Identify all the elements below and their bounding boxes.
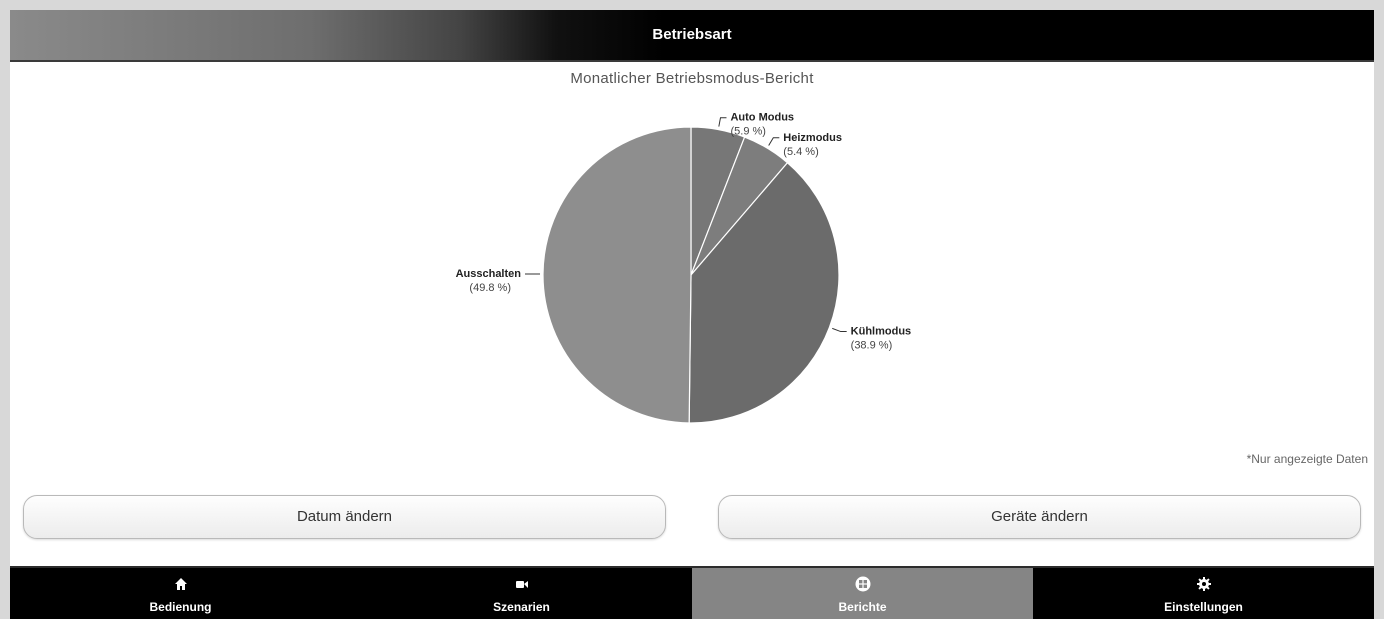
tab-berichte[interactable]: Berichte — [692, 568, 1033, 619]
pie-slice-3 — [543, 127, 691, 423]
change-devices-button[interactable]: Geräte ändern — [718, 495, 1361, 539]
slice-label-2: Kühlmodus — [851, 326, 912, 338]
tab-label: Berichte — [692, 600, 1033, 614]
tab-bedienung[interactable]: Bedienung — [10, 568, 351, 619]
change-date-button[interactable]: Datum ändern — [23, 495, 666, 539]
tab-einstellungen[interactable]: Einstellungen — [1033, 568, 1374, 619]
pie-chart: Auto Modus (5.9 %) Heizmodus (5.4 %) Kühlmod… — [10, 10, 1374, 450]
leader-line-2 — [832, 328, 846, 331]
tab-szenarien[interactable]: Szenarien — [351, 568, 692, 619]
slice-percent-0: (5.9 %) — [730, 126, 765, 138]
slice-label-1: Heizmodus — [783, 132, 842, 144]
leader-line-1 — [769, 138, 780, 146]
slice-label-3: Ausschalten — [456, 268, 522, 280]
data-note: *Nur angezeigte Daten — [1247, 452, 1368, 466]
tab-bar: Bedienung Szenarien Berichte — [10, 566, 1374, 619]
app-frame: Betriebsart Monatlicher Betriebsmodus-Be… — [10, 10, 1374, 619]
tab-label: Einstellungen — [1033, 600, 1374, 614]
tab-label: Bedienung — [10, 600, 351, 614]
slice-percent-2: (38.9 %) — [851, 340, 893, 352]
home-icon — [173, 576, 189, 592]
slice-percent-3: (49.8 %) — [469, 282, 511, 294]
gear-icon — [1196, 576, 1212, 592]
video-camera-icon — [514, 576, 530, 592]
slice-label-0: Auto Modus — [730, 112, 794, 124]
slice-percent-1: (5.4 %) — [783, 146, 818, 158]
tab-label: Szenarien — [351, 600, 692, 614]
grid-icon — [855, 576, 871, 592]
leader-line-0 — [719, 118, 727, 127]
